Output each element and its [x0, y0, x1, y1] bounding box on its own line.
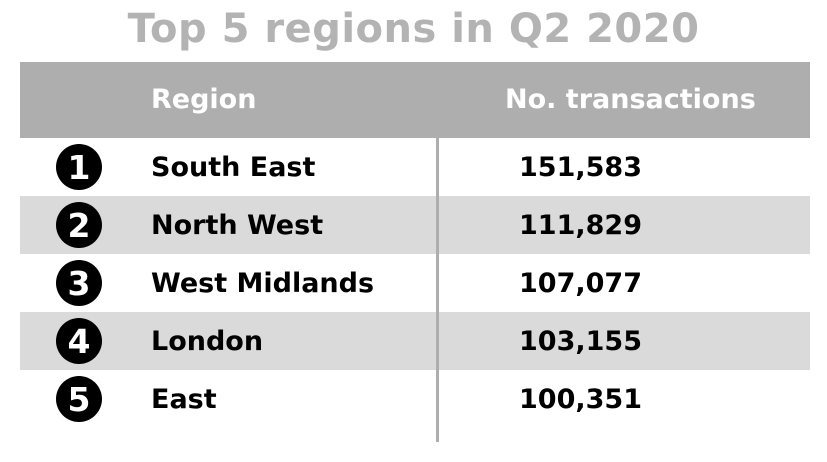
rank-badge: 4 — [56, 318, 102, 364]
table-row: 1 South East 151,583 — [20, 138, 810, 196]
transactions-cell: 111,829 — [519, 210, 642, 241]
region-cell: East — [151, 384, 217, 415]
table-header: Region No. transactions — [20, 62, 810, 138]
table-row: 3 West Midlands 107,077 — [20, 254, 810, 312]
region-cell: West Midlands — [151, 268, 375, 299]
transactions-cell: 100,351 — [519, 384, 642, 415]
table-row: 4 London 103,155 — [20, 312, 810, 370]
rank-badge: 5 — [56, 376, 102, 422]
column-header-transactions: No. transactions — [505, 84, 756, 115]
region-cell: South East — [151, 152, 316, 183]
column-divider — [436, 70, 439, 442]
region-cell: London — [151, 326, 264, 357]
table-row: 5 East 100,351 — [20, 370, 810, 428]
regions-table: Region No. transactions 1 South East 151… — [20, 62, 810, 428]
chart-title: Top 5 regions in Q2 2020 — [127, 6, 700, 52]
region-cell: North West — [151, 210, 324, 241]
rank-badge: 2 — [56, 202, 102, 248]
column-header-region: Region — [151, 84, 257, 115]
rank-badge: 3 — [56, 260, 102, 306]
table-row: 2 North West 111,829 — [20, 196, 810, 254]
rank-badge: 1 — [56, 144, 102, 190]
transactions-cell: 103,155 — [519, 326, 642, 357]
transactions-cell: 107,077 — [519, 268, 642, 299]
transactions-cell: 151,583 — [519, 152, 642, 183]
